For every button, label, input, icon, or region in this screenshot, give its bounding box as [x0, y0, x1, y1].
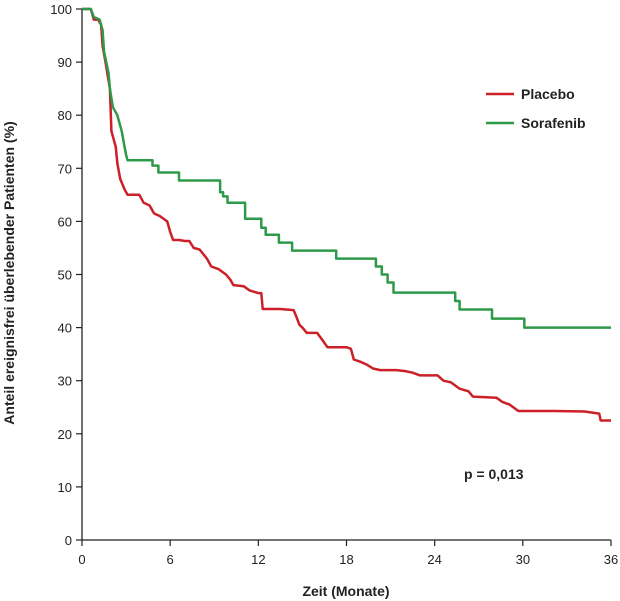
y-axis-title: Anteil ereignisfrei überlebender Patient… [1, 121, 17, 424]
p-value-annotation: p = 0,013 [464, 466, 524, 482]
x-tick-label: 6 [167, 552, 174, 567]
legend-label-sorafenib: Sorafenib [521, 115, 586, 131]
y-tick-label: 90 [58, 55, 72, 70]
series-line-sorafenib [82, 7, 611, 329]
x-axis-title: Zeit (Monate) [302, 583, 389, 599]
series-line-placebo [82, 7, 611, 422]
y-tick-label: 10 [58, 480, 72, 495]
y-tick-label: 0 [65, 533, 72, 548]
y-tick-label: 100 [50, 2, 72, 17]
x-tick-label: 30 [516, 552, 530, 567]
y-tick-label: 50 [58, 268, 72, 283]
series-layer [82, 7, 611, 422]
y-tick-label: 20 [58, 427, 72, 442]
y-tick-label: 60 [58, 214, 72, 229]
legend-label-placebo: Placebo [521, 86, 575, 102]
x-tick-label: 18 [339, 552, 353, 567]
legend: Placebo Sorafenib [486, 86, 586, 131]
y-tick-label: 70 [58, 161, 72, 176]
y-tick-label: 30 [58, 374, 72, 389]
axes: 0 6 12 18 24 30 36 0 10 20 30 40 50 60 70 80 90 100 [50, 2, 618, 567]
x-tick-label: 24 [427, 552, 441, 567]
y-tick-label: 40 [58, 321, 72, 336]
x-tick-label: 0 [78, 552, 85, 567]
x-tick-label: 36 [604, 552, 618, 567]
x-tick-label: 12 [251, 552, 265, 567]
y-tick-label: 80 [58, 108, 72, 123]
